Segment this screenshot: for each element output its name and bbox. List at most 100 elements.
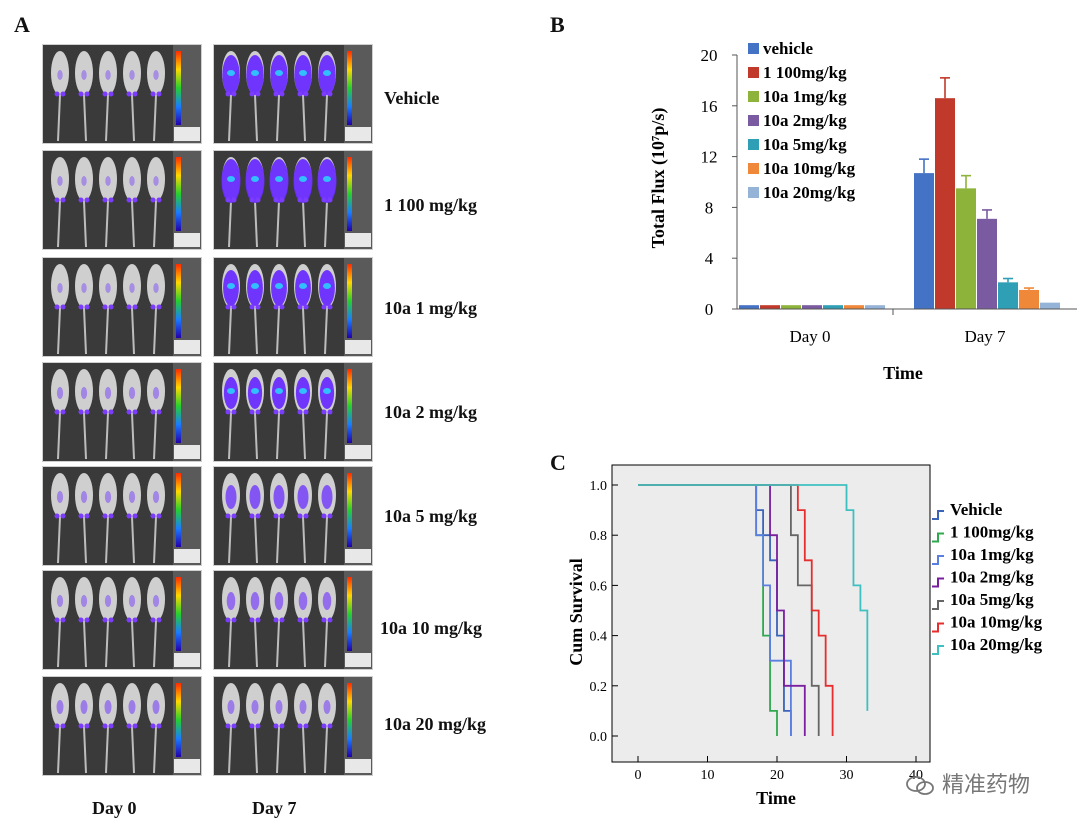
bar-10a-20mg/kg-0 [865,305,885,309]
row-label-10a-5: 10a 5 mg/kg [384,506,478,526]
c-x-axis-title: Time [756,788,796,808]
c-legend-swatch [932,600,944,610]
c-legend-swatch [932,577,944,588]
b-y-tick-label: 4 [705,249,714,268]
bar-10a-5mg/kg-1 [998,282,1018,309]
km-curve-1-100mg/kg [638,484,778,736]
b-legend-label: 10a 2mg/kg [763,111,847,130]
c-x-tick-label: 30 [840,768,854,783]
c-plot-background [611,464,931,763]
c-y-tick-label: 0.2 [590,680,608,695]
mouse-image-tile [42,466,202,566]
c-y-tick-label: 0.4 [590,630,608,645]
wechat-icon [905,775,935,797]
bar-10a-10mg/kg-1 [1019,289,1039,309]
bar-10a-2mg/kg-0 [802,305,822,309]
km-curve-Vehicle [638,484,792,736]
bar-10a-1mg/kg-1 [956,188,976,309]
c-y-tick-label: 1.0 [590,479,608,494]
c-legend-label: 10a 2mg/kg [950,568,1034,587]
b-legend-swatch [748,43,759,54]
c-y-tick-label: 0.6 [590,579,608,594]
km-curve-10a-20mg/kg [638,484,869,711]
b-legend-swatch [748,139,759,150]
km-curve-10a-10mg/kg [638,484,834,736]
b-legend-label: 10a 10mg/kg [763,159,856,178]
b-legend-swatch [748,187,759,198]
c-x-tick-label: 20 [770,768,784,783]
bar-10a-2mg/kg-1 [977,218,997,309]
c-x-tick-label: 0 [635,768,642,783]
c-legend-swatch [932,532,944,543]
panel-letter-c: C [550,450,566,475]
b-legend-label: 10a 1mg/kg [763,87,847,106]
row-label-10a-2: 10a 2 mg/kg [384,402,478,422]
c-legend-label: Vehicle [950,500,1003,519]
mouse-image-tile [213,570,373,670]
b-y-tick-label: 20 [701,46,718,65]
bar-10a-1mg/kg-0 [781,305,801,309]
b-legend-label: 10a 20mg/kg [763,183,856,202]
bar-10a-20mg/kg-1 [1040,302,1060,309]
b-y-tick-label: 16 [701,97,718,116]
c-legend-label: 1 100mg/kg [950,523,1034,542]
watermark: 精准药物 [905,767,1030,799]
b-y-axis-title: Total Flux (10⁷p/s) [648,108,669,249]
b-y-tick-label: 0 [705,300,714,319]
row-label-10a-10: 10a 10 mg/kg [380,618,483,638]
c-x-tick-label: 10 [701,768,715,783]
bar-10a-5mg/kg-0 [823,305,843,309]
b-y-tick-label: 12 [701,148,718,167]
mouse-image-tile [42,44,202,144]
c-legend-label: 10a 20mg/kg [950,635,1043,654]
c-y-tick-label: 0.8 [590,529,608,544]
b-legend-label: 1 100mg/kg [763,63,847,82]
mouse-image-tile [42,362,202,462]
row-label-1-100: 1 100 mg/kg [384,195,478,215]
bar-vehicle-1 [914,173,934,309]
column-label-day0: Day 0 [92,798,137,818]
b-category-label-day0: Day 0 [789,327,830,346]
bar-10a-10mg/kg-0 [844,305,864,309]
bar-1-100mg/kg-0 [760,305,780,309]
c-legend-swatch [932,622,944,633]
b-legend-label: 10a 5mg/kg [763,135,847,154]
c-legend-swatch [932,555,944,565]
b-category-label-day7: Day 7 [964,327,1006,346]
b-legend-swatch [748,67,759,78]
c-legend-swatch [932,645,944,655]
c-legend-label: 10a 5mg/kg [950,590,1034,609]
b-legend-swatch [748,163,759,174]
b-y-tick-label: 8 [705,198,714,217]
c-legend-label: 10a 10mg/kg [950,613,1043,632]
mouse-image-tile [42,150,202,250]
column-label-day7: Day 7 [252,798,297,818]
mouse-image-tile [42,257,202,357]
row-label-10a-1: 10a 1 mg/kg [384,298,478,318]
mouse-image-tile [213,257,373,357]
bar-1-100mg/kg-1 [935,98,955,310]
c-y-tick-label: 0.0 [590,730,608,745]
row-label-vehicle: Vehicle [384,88,440,108]
panel-letter-a: A [14,12,30,37]
km-curve-10a-2mg/kg [638,484,806,736]
b-legend-swatch [748,91,759,102]
c-legend-swatch [932,510,944,520]
km-curve-10a-5mg/kg [638,484,820,736]
mouse-image-tile [213,362,373,462]
b-legend-swatch [748,115,759,126]
row-label-10a-20: 10a 20 mg/kg [384,714,487,734]
mouse-image-tile [42,676,202,776]
c-legend-label: 10a 1mg/kg [950,545,1034,564]
mouse-image-tile [213,44,373,144]
km-curve-10a-1mg/kg [638,484,792,736]
c-y-axis-title: Cum Survival [566,558,586,666]
mouse-image-tile [42,570,202,670]
b-legend-label: vehicle [763,39,813,58]
watermark-text: 精准药物 [942,773,1031,798]
bar-vehicle-0 [739,305,759,309]
panel-letter-b: B [550,12,565,37]
b-x-axis-title: Time [883,363,923,383]
mouse-image-tile [213,676,373,776]
mouse-image-tile [213,466,373,566]
